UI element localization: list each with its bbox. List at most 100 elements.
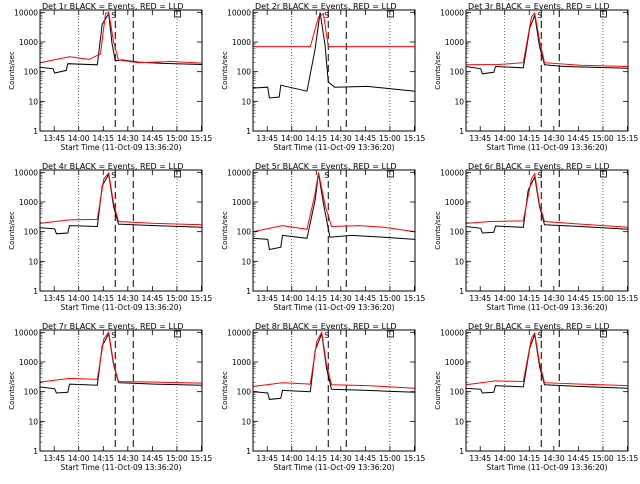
marker-box-icon	[174, 10, 181, 18]
y-tick-label: 100	[237, 68, 252, 77]
x-tick-label: 15:15	[191, 134, 213, 143]
x-tick-label: 14:30	[543, 134, 565, 143]
x-tick-label: 14:45	[355, 454, 377, 463]
x-tick-label: 14:45	[142, 454, 164, 463]
y-tick-label: 100	[24, 228, 39, 237]
y-tick-label: 10	[454, 97, 464, 106]
x-tick-label: 13:45	[469, 454, 491, 463]
y-tick-label: 1	[246, 287, 251, 296]
x-tick-label: 15:15	[191, 294, 213, 303]
x-axis-label: Start Time (11-Oct-09 13:36:20)	[60, 303, 181, 312]
x-tick-label: 14:30	[330, 454, 352, 463]
x-tick-label: 14:30	[117, 134, 139, 143]
plot-frame	[39, 169, 203, 292]
x-tick-label: 13:45	[256, 134, 278, 143]
y-tick-label: 1000	[19, 358, 38, 367]
marker-s-label: S	[111, 331, 116, 340]
x-tick-label: 15:00	[166, 454, 188, 463]
plot-frame	[465, 169, 629, 292]
x-axis-label: Start Time (11-Oct-09 13:36:20)	[486, 303, 607, 312]
plot-frame	[465, 9, 629, 132]
y-tick-label: 100	[24, 68, 39, 77]
x-tick-label: 13:45	[469, 134, 491, 143]
x-tick-label: 14:15	[305, 134, 327, 143]
marker-s-label: S	[324, 11, 329, 20]
y-tick-label: 10000	[440, 168, 464, 177]
y-tick-label: 1000	[232, 358, 251, 367]
x-tick-label: 14:00	[68, 454, 90, 463]
x-tick-label: 15:15	[404, 294, 426, 303]
x-tick-label: 14:15	[92, 454, 114, 463]
plot-frame	[252, 329, 416, 452]
y-tick-label: 1000	[232, 198, 251, 207]
events-line	[252, 331, 416, 400]
y-tick-label: 100	[450, 388, 465, 397]
x-tick-label: 15:00	[166, 134, 188, 143]
lld-line	[39, 171, 203, 226]
y-tick-label: 10	[454, 257, 464, 266]
x-tick-label: 15:15	[617, 454, 639, 463]
x-tick-label: 14:45	[142, 294, 164, 303]
y-tick-label: 10000	[440, 8, 464, 17]
panel-title: Det 6r BLACK = Events, RED = LLD	[468, 162, 610, 171]
y-tick-label: 1000	[445, 38, 464, 47]
panel-title: Det 4r BLACK = Events, RED = LLD	[42, 162, 184, 171]
x-tick-label: 15:00	[592, 454, 614, 463]
marker-box-icon	[387, 330, 394, 338]
y-tick-label: 10000	[14, 168, 38, 177]
x-tick-label: 14:45	[568, 134, 590, 143]
y-axis-label: Counts/sec	[8, 211, 16, 250]
x-axis-label: Start Time (11-Oct-09 13:36:20)	[60, 143, 181, 152]
y-axis-label: Counts/sec	[8, 371, 16, 410]
x-tick-label: 14:00	[68, 134, 90, 143]
x-tick-label: 13:45	[256, 294, 278, 303]
y-tick-label: 100	[24, 388, 39, 397]
lld-line	[253, 12, 415, 48]
x-tick-label: 14:00	[494, 294, 516, 303]
marker-box-icon	[600, 170, 607, 178]
y-tick-label: 100	[450, 68, 465, 77]
marker-box-icon	[600, 330, 607, 338]
x-tick-label: 14:30	[543, 454, 565, 463]
lld-line	[252, 330, 416, 389]
x-axis-label: Start Time (11-Oct-09 13:36:20)	[486, 463, 607, 472]
x-tick-label: 14:30	[117, 294, 139, 303]
marker-box-icon	[600, 10, 607, 18]
y-tick-label: 10	[454, 417, 464, 426]
events-line	[252, 12, 416, 99]
events-line	[39, 12, 203, 74]
x-tick-label: 14:00	[68, 294, 90, 303]
panel-title: Det 9r BLACK = Events, RED = LLD	[468, 322, 610, 331]
x-tick-label: 14:30	[330, 294, 352, 303]
lld-line	[465, 172, 629, 228]
x-tick-label: 14:45	[568, 294, 590, 303]
x-tick-label: 15:00	[592, 294, 614, 303]
marker-box-icon	[387, 10, 394, 18]
events-line	[465, 334, 629, 394]
y-tick-label: 1	[33, 287, 38, 296]
y-tick-label: 1	[33, 127, 38, 136]
y-tick-label: 10	[241, 257, 251, 266]
lld-line	[252, 172, 416, 233]
y-axis-label: Counts/sec	[221, 51, 229, 90]
y-axis-label: Counts/sec	[221, 211, 229, 250]
panel-title: Det 7r BLACK = Events, RED = LLD	[42, 322, 184, 331]
x-tick-label: 15:00	[379, 454, 401, 463]
y-tick-label: 1	[459, 287, 464, 296]
x-tick-label: 13:45	[256, 454, 278, 463]
y-tick-label: 10000	[14, 8, 38, 17]
x-tick-label: 14:15	[518, 134, 540, 143]
x-tick-label: 15:15	[191, 454, 213, 463]
y-tick-label: 10000	[227, 168, 251, 177]
x-tick-label: 13:45	[43, 454, 65, 463]
marker-box-icon	[174, 170, 181, 178]
x-axis-label: Start Time (11-Oct-09 13:36:20)	[486, 143, 607, 152]
y-tick-label: 1	[246, 127, 251, 136]
x-tick-label: 15:15	[404, 134, 426, 143]
events-line	[465, 13, 629, 75]
